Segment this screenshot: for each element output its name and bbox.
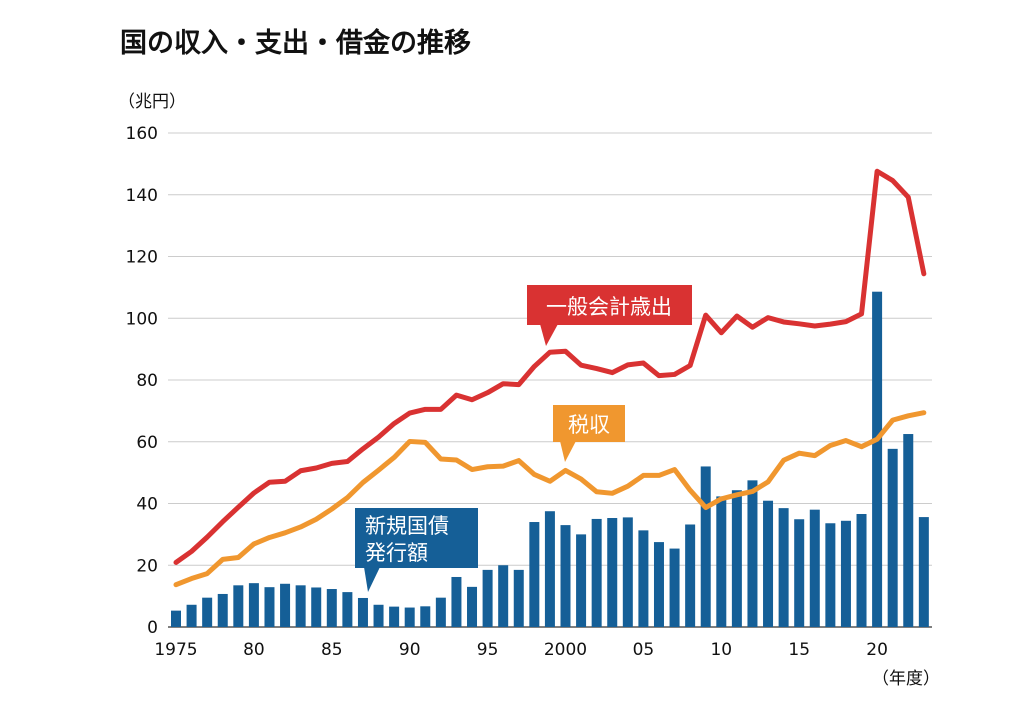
x-tick-label: 20 bbox=[866, 640, 888, 660]
bar bbox=[420, 606, 431, 627]
x-tick-label: 1975 bbox=[154, 640, 197, 660]
callout-tax: 税収 bbox=[553, 405, 625, 462]
x-axis-unit: （年度） bbox=[872, 669, 940, 689]
y-tick-label: 60 bbox=[136, 433, 158, 453]
bar bbox=[607, 518, 618, 627]
y-tick-label: 80 bbox=[136, 371, 158, 391]
bar bbox=[763, 500, 774, 627]
bar bbox=[809, 509, 820, 627]
chart-title: 国の収入・支出・借金の推移 bbox=[120, 27, 471, 59]
bar bbox=[700, 466, 711, 627]
bar bbox=[357, 597, 368, 627]
y-tick-label: 20 bbox=[136, 556, 158, 576]
bar bbox=[248, 583, 259, 627]
bar bbox=[731, 490, 742, 627]
bar bbox=[233, 585, 244, 627]
y-tick-label: 40 bbox=[136, 495, 158, 515]
bar bbox=[186, 604, 197, 627]
bar bbox=[295, 585, 306, 627]
x-tick-label: 2000 bbox=[544, 640, 587, 660]
bar bbox=[280, 583, 291, 627]
bar bbox=[685, 524, 696, 627]
bar bbox=[622, 517, 633, 627]
bar bbox=[778, 508, 789, 627]
x-tick-label: 85 bbox=[321, 640, 343, 660]
bar bbox=[217, 593, 228, 627]
callout-bonds-label-1: 新規国債 bbox=[365, 514, 449, 538]
bar bbox=[653, 542, 664, 627]
y-axis-unit: （兆円） bbox=[118, 92, 186, 112]
bar bbox=[373, 604, 384, 627]
bar bbox=[560, 525, 571, 627]
bar bbox=[825, 523, 836, 627]
x-tick-label: 05 bbox=[633, 640, 655, 660]
bar bbox=[669, 548, 680, 627]
bar bbox=[576, 534, 587, 627]
bar bbox=[451, 576, 462, 627]
bar bbox=[482, 569, 493, 627]
y-tick-label: 140 bbox=[126, 186, 158, 206]
callout-expenditure: 一般会計歳出 bbox=[527, 285, 692, 346]
bar bbox=[794, 519, 805, 627]
x-tick-label: 90 bbox=[399, 640, 421, 660]
bar bbox=[342, 592, 353, 627]
bar bbox=[202, 597, 213, 627]
bar bbox=[840, 520, 851, 627]
bar bbox=[903, 434, 914, 627]
bar bbox=[887, 448, 898, 627]
bar bbox=[638, 530, 649, 627]
bar bbox=[918, 517, 929, 627]
bar bbox=[171, 610, 181, 627]
bar bbox=[513, 569, 524, 627]
bar bbox=[404, 607, 415, 627]
bar bbox=[747, 480, 758, 627]
bar bbox=[264, 587, 275, 627]
x-tick-label: 80 bbox=[243, 640, 265, 660]
bar bbox=[591, 518, 602, 627]
bar bbox=[856, 513, 867, 627]
bar bbox=[544, 511, 555, 627]
bar bbox=[311, 587, 322, 627]
x-tick-label: 95 bbox=[477, 640, 499, 660]
bar bbox=[716, 496, 727, 627]
x-tick-label: 10 bbox=[710, 640, 732, 660]
bar bbox=[326, 589, 337, 627]
callout-expenditure-label: 一般会計歳出 bbox=[546, 295, 672, 319]
bar bbox=[529, 522, 540, 627]
y-tick-label: 120 bbox=[126, 248, 158, 268]
bar bbox=[435, 597, 446, 627]
y-tick-label: 100 bbox=[126, 309, 158, 329]
callout-tax-label: 税収 bbox=[568, 413, 610, 437]
bar bbox=[389, 606, 400, 627]
line-expenditure bbox=[173, 168, 927, 565]
y-tick-label: 160 bbox=[126, 124, 158, 144]
callout-bonds: 新規国債 発行額 bbox=[355, 508, 478, 592]
callout-bonds-label-2: 発行額 bbox=[365, 541, 428, 565]
bar bbox=[467, 586, 478, 627]
y-tick-label: 0 bbox=[147, 618, 158, 638]
bar bbox=[498, 565, 509, 627]
x-tick-label: 15 bbox=[788, 640, 810, 660]
bar bbox=[872, 291, 883, 627]
line-tax bbox=[173, 410, 927, 588]
